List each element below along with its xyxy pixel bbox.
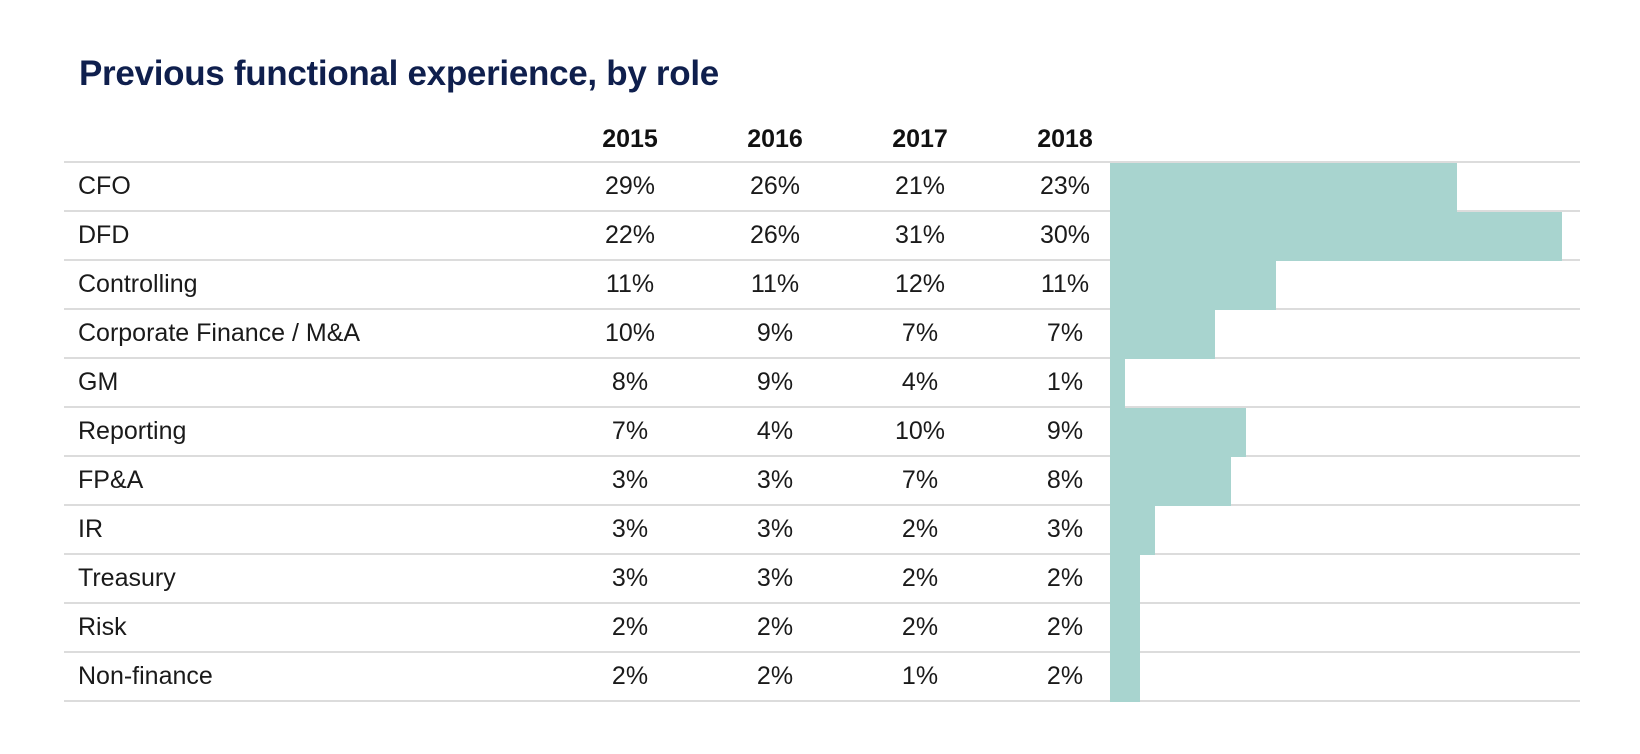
value-cell-2016: 4% [756,417,794,445]
bar-2018 [1110,457,1231,506]
table-row: Controlling 11% 11% 12% 11% [64,261,1580,310]
row-label: Treasury [78,564,176,592]
row-label: GM [78,368,119,396]
value-cell-2018: 2% [1046,613,1084,641]
table-row: Non-finance 2% 2% 1% 2% [64,653,1580,702]
value-cell-2016: 3% [756,466,794,494]
column-header-2016: 2016 [747,125,803,153]
row-label: Controlling [78,270,198,298]
bar-2018 [1110,604,1140,653]
value-cell-2018: 11% [1040,270,1090,298]
value-cell-2017: 12% [894,270,946,298]
table-row: Risk 2% 2% 2% 2% [64,604,1580,653]
table-row: IR 3% 3% 2% 3% [64,506,1580,555]
value-cell-2017: 21% [894,172,946,200]
table-header: 2015 2016 2017 2018 [64,118,1580,160]
row-label: CFO [78,172,131,200]
value-cell-2017: 2% [901,564,939,592]
value-cell-2016: 2% [756,613,794,641]
value-cell-2018: 2% [1046,564,1084,592]
value-cell-2015: 3% [611,466,649,494]
data-table: CFO 29% 26% 21% 23% DFD 22% 26% 31% 30% Controllin… [64,161,1580,702]
value-cell-2016: 9% [756,319,794,347]
value-cell-2016: 26% [749,172,801,200]
value-cell-2015: 11% [605,270,655,298]
value-cell-2016: 9% [756,368,794,396]
bar-2018 [1110,408,1246,457]
row-label: IR [78,515,103,543]
value-cell-2017: 7% [901,466,939,494]
bar-2018 [1110,163,1457,212]
value-cell-2017: 1% [901,662,939,690]
table-row: GM 8% 9% 4% 1% [64,359,1580,408]
value-cell-2018: 30% [1039,221,1091,249]
value-cell-2018: 23% [1039,172,1091,200]
value-cell-2017: 7% [901,319,939,347]
bar-2018 [1110,310,1215,359]
table-row: Corporate Finance / M&A 10% 9% 7% 7% [64,310,1580,359]
value-cell-2015: 3% [611,515,649,543]
value-cell-2016: 11% [750,270,800,298]
value-cell-2016: 26% [749,221,801,249]
value-cell-2018: 2% [1046,662,1084,690]
value-cell-2015: 22% [604,221,656,249]
row-label: Reporting [78,417,187,445]
row-label: FP&A [78,466,144,494]
value-cell-2015: 2% [611,662,649,690]
value-cell-2016: 2% [756,662,794,690]
value-cell-2018: 1% [1046,368,1084,396]
table-row: Reporting 7% 4% 10% 9% [64,408,1580,457]
value-cell-2017: 10% [894,417,946,445]
row-label: Corporate Finance / M&A [78,319,361,347]
value-cell-2018: 3% [1046,515,1084,543]
bar-2018 [1110,506,1155,555]
bar-2018 [1110,555,1140,604]
chart-title: Previous functional experience, by role [79,54,719,93]
value-cell-2016: 3% [756,564,794,592]
value-cell-2015: 8% [611,368,649,396]
value-cell-2015: 3% [611,564,649,592]
value-cell-2016: 3% [756,515,794,543]
bar-2018 [1110,359,1125,408]
table-row: CFO 29% 26% 21% 23% [64,163,1580,212]
value-cell-2015: 29% [604,172,656,200]
value-cell-2018: 7% [1046,319,1084,347]
table-row: FP&A 3% 3% 7% 8% [64,457,1580,506]
value-cell-2017: 4% [901,368,939,396]
bar-2018 [1110,653,1140,702]
value-cell-2018: 8% [1046,466,1084,494]
value-cell-2015: 10% [604,319,656,347]
column-header-2015: 2015 [602,125,658,153]
value-cell-2017: 2% [901,515,939,543]
table-row: DFD 22% 26% 31% 30% [64,212,1580,261]
column-header-2017: 2017 [892,125,948,153]
row-label: DFD [78,221,130,249]
table-row: Treasury 3% 3% 2% 2% [64,555,1580,604]
value-cell-2015: 7% [611,417,649,445]
row-label: Risk [78,613,127,641]
value-cell-2015: 2% [611,613,649,641]
value-cell-2017: 2% [901,613,939,641]
bar-2018 [1110,261,1276,310]
value-cell-2017: 31% [894,221,946,249]
bar-2018 [1110,212,1562,261]
value-cell-2018: 9% [1046,417,1084,445]
row-label: Non-finance [78,662,213,690]
column-header-2018: 2018 [1037,125,1093,153]
